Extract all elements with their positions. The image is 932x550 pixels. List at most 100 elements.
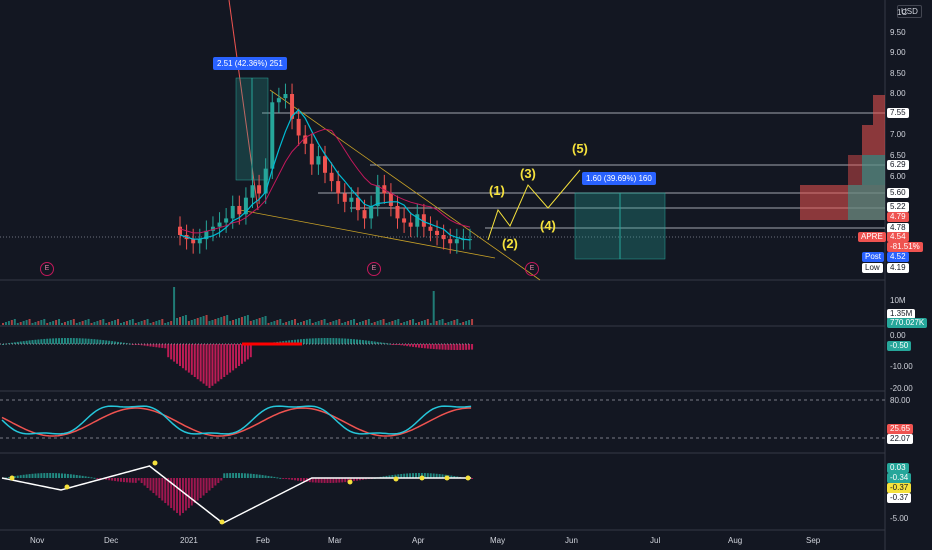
volume-bar [87, 319, 90, 325]
volume-bar [350, 320, 353, 325]
macd-bar [229, 344, 232, 373]
volume-bar [338, 319, 341, 325]
volume-bar [426, 319, 429, 325]
osc-bar [426, 473, 429, 478]
osc-bar [31, 473, 34, 478]
macd-bar [102, 340, 105, 344]
currency-label[interactable]: USD [897, 5, 922, 18]
osc-bar [356, 478, 358, 481]
macd-bar [111, 341, 114, 344]
measure-label-left[interactable]: 2.51 (42.36%) 251 [213, 57, 287, 70]
macd-bar [193, 344, 196, 377]
volume-bar [323, 319, 326, 325]
osc-bar [84, 476, 87, 478]
macd-bar [61, 338, 63, 344]
osc-value-tag-1: 0.03 [887, 463, 909, 473]
earnings-icon[interactable]: E [367, 262, 381, 276]
volume-bar [273, 321, 276, 325]
macd-bar [190, 344, 193, 375]
osc-bar [120, 478, 122, 482]
volume-bar [108, 322, 111, 325]
candle-body [270, 102, 275, 169]
volume-bar [420, 321, 423, 325]
osc-bar [297, 478, 299, 481]
volume-bar [456, 319, 459, 325]
volume-bar [358, 322, 361, 325]
macd-bar [4, 343, 7, 345]
red-trendline[interactable] [228, 0, 259, 211]
volume-bar [232, 320, 235, 325]
osc-bar [16, 475, 19, 478]
macd-bar [232, 344, 235, 371]
macd-bar [317, 338, 320, 344]
macd-bar [376, 341, 379, 344]
volume-bar [291, 320, 294, 325]
osc-bar [202, 478, 205, 496]
horizontal-levels[interactable] [0, 112, 885, 238]
osc-bar [397, 474, 400, 478]
volume-bar [4, 322, 7, 325]
candle-body [323, 156, 327, 173]
projected-wave-path[interactable] [487, 169, 581, 241]
volume-bar [158, 320, 161, 325]
earnings-icon[interactable]: E [525, 262, 539, 276]
wave-label-2[interactable]: (2) [502, 236, 518, 251]
volume-bar [308, 319, 311, 325]
macd-bar [423, 344, 426, 349]
volume-bar [409, 320, 412, 325]
symbol-price-tag: 4.54 [887, 232, 909, 242]
wave-label-3[interactable]: (3) [520, 166, 536, 181]
wave-label-5[interactable]: (5) [572, 141, 588, 156]
osc-bar [25, 474, 28, 478]
volume-bar [397, 319, 400, 325]
price-tick: 9.00 [890, 48, 906, 57]
osc-bar [131, 478, 134, 483]
macd-bar [87, 338, 90, 344]
osc-bar [40, 473, 43, 478]
wave-label-4[interactable]: (4) [540, 218, 556, 233]
volume-bar [406, 321, 409, 325]
volume-bar [276, 320, 279, 325]
macd-bar [117, 341, 120, 344]
volume-bar [412, 319, 415, 325]
measure-label-right[interactable]: 1.60 (39.69%) 160 [582, 172, 656, 185]
osc-signal-dot [64, 484, 70, 490]
osc-bar [388, 475, 391, 478]
macd-bar [196, 344, 199, 380]
volume-bar [102, 319, 105, 325]
macd-bar [462, 344, 465, 350]
earnings-icon[interactable]: E [40, 262, 54, 276]
osc-bar [391, 475, 394, 478]
candles [178, 83, 472, 254]
osc-bar [167, 478, 170, 506]
candle-body [303, 135, 308, 144]
volume-bar [347, 321, 350, 325]
falling-wedge[interactable] [239, 89, 541, 281]
osc-bar [406, 473, 409, 478]
osc-bar [176, 478, 179, 513]
symbol-tag[interactable]: APRE [858, 232, 886, 242]
macd-bar [99, 339, 102, 344]
macd-bar [409, 344, 412, 347]
osc-bar [417, 473, 420, 478]
macd-bar [240, 344, 243, 364]
osc-bar [264, 475, 267, 478]
macd-bar [155, 344, 158, 348]
macd-bar [19, 341, 22, 344]
volume-bar [297, 323, 299, 325]
volume-bar [453, 320, 456, 325]
osc-bar [246, 473, 249, 478]
osc-bar [146, 478, 149, 488]
volume-bar [184, 315, 187, 325]
osc-bar [190, 478, 193, 506]
volume-bar [72, 319, 75, 325]
osc-bar [164, 478, 167, 503]
volume-bar [205, 315, 208, 325]
wave-label-1[interactable]: (1) [489, 183, 505, 198]
time-tick: Feb [256, 536, 270, 545]
candle-body [237, 205, 242, 215]
volume-bar [146, 319, 149, 325]
osc-bar [400, 473, 403, 478]
volume-bar [161, 319, 164, 325]
